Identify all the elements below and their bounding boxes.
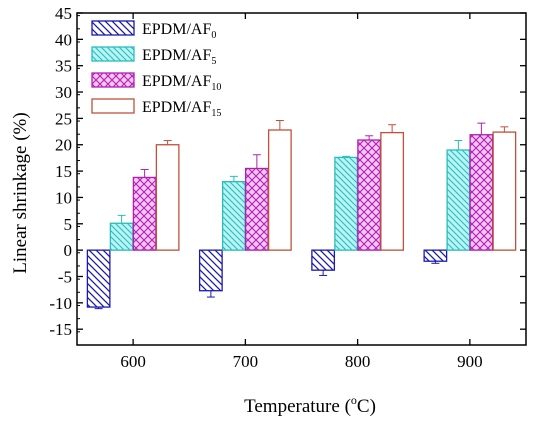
y-tick-label: -10 [49,294,72,313]
legend-label: EPDM/AF5 [142,47,216,67]
bar [132,176,157,251]
x-tick-label: 800 [345,352,371,371]
bar [267,129,292,251]
x-tick-label: 900 [457,352,483,371]
y-tick-label: 25 [55,109,72,128]
y-tick-label: 10 [55,188,72,207]
y-axis: -15 -10 -5 0 5 10 15 20 25 30 35 40 45 [49,4,526,346]
legend-label-sub: 10 [211,82,221,93]
bar [86,249,111,308]
legend-label-main: EPDM/AF [142,99,211,116]
legend-label-main: EPDM/AF [142,73,211,90]
y-tick-label: 20 [55,136,72,155]
x-axis-label-end: C) [357,396,376,417]
legend-label-sub: 5 [211,56,216,67]
y-tick-label: 45 [55,4,72,23]
bar [334,156,359,251]
y-tick-label: -15 [49,320,72,339]
plot-area: -15 -10 -5 0 5 10 15 20 25 30 35 40 45 600 700 800 900 [49,4,527,371]
bars-group [86,129,517,308]
bar [492,131,517,251]
y-tick-label: 15 [55,162,72,181]
legend-label-sub: 15 [211,108,221,119]
y-tick-label: 35 [55,57,72,76]
y-tick-label: 40 [55,30,72,49]
plot-frame [76,12,527,346]
bar [311,249,336,271]
bar [380,131,405,251]
legend-swatch [91,98,135,114]
bar [469,134,494,251]
bar [109,222,134,251]
error-bars-group [94,120,509,310]
y-tick-label: -5 [58,267,72,286]
y-axis-label: Linear shrinkage (%) [10,112,31,273]
bar [221,180,246,251]
bar [198,249,223,292]
x-tick-label: 600 [120,352,146,371]
bar [357,139,382,251]
x-axis-label: Temperature (oC) [244,393,376,417]
legend-label-sub: 0 [211,30,216,41]
legend-label-main: EPDM/AF [142,21,211,38]
y-tick-label: 30 [55,83,72,102]
legend-label: EPDM/AF10 [142,73,221,93]
legend-label-main: EPDM/AF [142,47,211,64]
bar [446,149,471,251]
bar [423,249,448,262]
x-tick-label: 700 [233,352,259,371]
legend-swatch [91,46,135,62]
legend-swatch [91,20,135,36]
legend-label: EPDM/AF0 [142,21,216,41]
bar [244,167,269,251]
legend-label: EPDM/AF15 [142,99,221,119]
legend-swatch [91,72,135,88]
bar [155,144,180,251]
x-axis-label-main: Temperature ( [244,396,351,417]
x-axis: 600 700 800 900 [120,13,483,371]
y-tick-label: 0 [64,241,73,260]
y-tick-label: 5 [64,215,73,234]
x-axis-label-sup: o [351,393,357,407]
